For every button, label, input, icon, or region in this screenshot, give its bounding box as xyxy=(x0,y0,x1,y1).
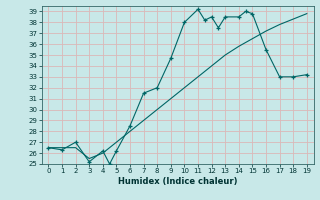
X-axis label: Humidex (Indice chaleur): Humidex (Indice chaleur) xyxy=(118,177,237,186)
